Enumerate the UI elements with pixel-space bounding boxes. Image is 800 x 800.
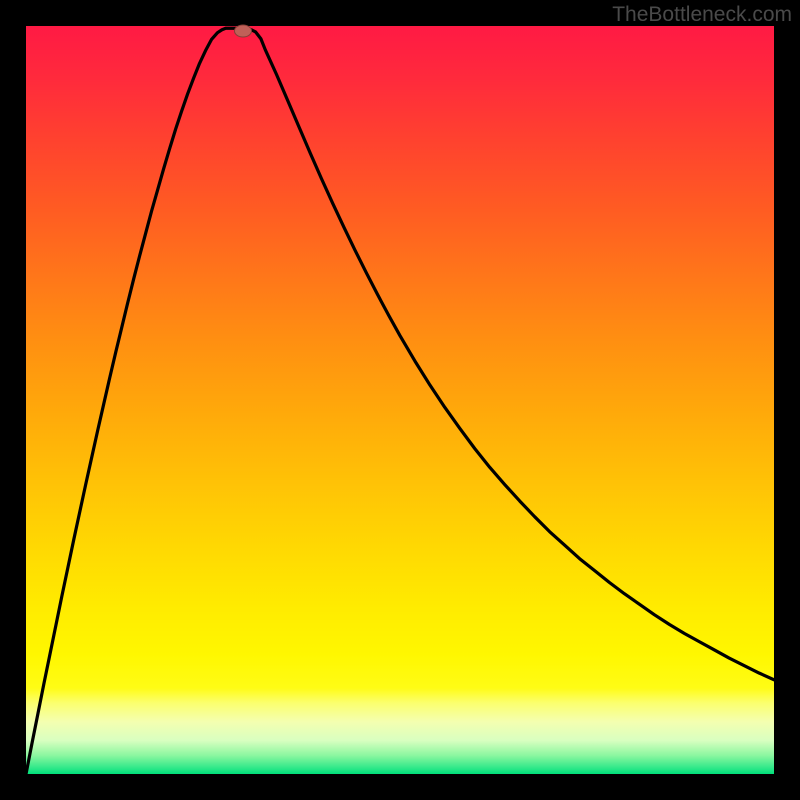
curve-path <box>26 28 774 774</box>
optimal-point-marker <box>234 25 252 38</box>
bottleneck-curve <box>26 26 774 774</box>
chart-outer-frame: TheBottleneck.com <box>0 0 800 800</box>
watermark-text: TheBottleneck.com <box>612 3 792 27</box>
plot-area <box>26 26 774 774</box>
